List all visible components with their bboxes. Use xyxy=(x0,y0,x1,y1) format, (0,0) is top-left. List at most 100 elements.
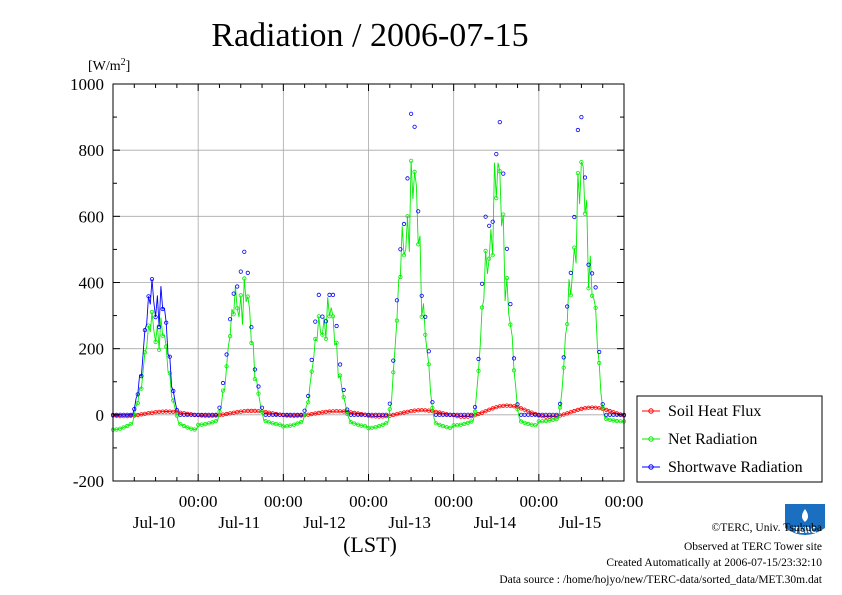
legend-marker xyxy=(648,408,654,414)
series-point xyxy=(394,298,399,303)
series-point xyxy=(252,376,257,382)
series-point xyxy=(341,394,346,400)
x-axis-label: (LST) xyxy=(343,532,397,557)
series-point xyxy=(501,212,506,217)
series-point xyxy=(469,413,474,419)
series-point xyxy=(476,356,481,362)
series-point xyxy=(423,314,428,319)
x-tick-date-label: Jul-12 xyxy=(303,513,346,532)
series-point xyxy=(220,388,226,393)
series-point xyxy=(345,411,350,416)
legend-label: Net Radiation xyxy=(668,431,757,448)
series-point xyxy=(572,408,577,414)
y-tick-label: -200 xyxy=(73,472,104,491)
series-point xyxy=(327,292,332,297)
series-point xyxy=(600,402,605,407)
series-point xyxy=(479,281,485,286)
series-point xyxy=(256,384,261,389)
series-point xyxy=(440,411,446,416)
series-point xyxy=(252,367,257,372)
series-point xyxy=(135,392,140,397)
series-point xyxy=(465,420,470,425)
series-point xyxy=(181,423,187,429)
series-point xyxy=(337,362,343,367)
series-point xyxy=(387,407,392,412)
series-point xyxy=(433,421,438,426)
series-point xyxy=(128,412,133,417)
y-tick-label: 200 xyxy=(79,340,105,359)
series-point xyxy=(341,387,346,393)
series-line xyxy=(113,160,624,431)
series-point xyxy=(302,408,307,413)
series-point xyxy=(298,419,304,425)
series-point xyxy=(330,292,336,297)
series-point xyxy=(238,293,243,298)
series-point xyxy=(408,158,414,163)
series-point xyxy=(497,169,502,174)
series-point xyxy=(306,393,311,399)
series-point xyxy=(575,127,581,133)
series-point xyxy=(437,422,442,427)
y-tick-label: 800 xyxy=(79,141,105,160)
series-point xyxy=(164,320,169,325)
series-point xyxy=(504,246,509,251)
series-point xyxy=(597,360,602,366)
series-point xyxy=(288,423,293,428)
series-point xyxy=(405,214,410,219)
series-point xyxy=(469,419,474,424)
series-point xyxy=(295,421,300,426)
series-point xyxy=(362,424,368,429)
created-text: Created Automatically at 2006-07-15/23:3… xyxy=(606,557,822,569)
series-point xyxy=(490,406,495,411)
series-point xyxy=(476,368,481,373)
series-point xyxy=(320,314,325,319)
series-point xyxy=(206,421,211,426)
series-point xyxy=(313,319,318,324)
series-point xyxy=(522,420,527,425)
legend-label: Shortwave Radiation xyxy=(668,459,803,476)
series-point xyxy=(412,124,417,129)
series-point xyxy=(412,169,417,174)
series-point xyxy=(384,421,389,426)
series-point xyxy=(228,317,233,322)
series-point xyxy=(334,323,339,329)
series-point xyxy=(515,402,520,407)
series-point xyxy=(490,253,495,258)
series-point xyxy=(213,412,218,417)
series-point xyxy=(586,262,591,267)
series-point xyxy=(373,425,378,430)
series-point xyxy=(568,270,573,275)
series-point xyxy=(245,294,250,299)
series-point xyxy=(529,410,534,415)
y-tick-label: 0 xyxy=(96,406,105,425)
series-point xyxy=(426,362,431,367)
series-point xyxy=(384,412,389,417)
series-point xyxy=(157,347,162,352)
series-point xyxy=(479,410,485,415)
series-point xyxy=(391,370,396,375)
series-point xyxy=(259,409,265,414)
series-point xyxy=(504,275,509,281)
series-point xyxy=(213,418,218,424)
series-point xyxy=(316,292,321,297)
series-point xyxy=(345,407,350,412)
series-point xyxy=(494,152,499,157)
series-point xyxy=(139,373,144,379)
legend: Soil Heat Flux Net Radiation Shortwave Rad… xyxy=(636,395,823,483)
series-point xyxy=(387,401,392,406)
series-point xyxy=(582,175,588,180)
series-point xyxy=(259,405,265,410)
series-line xyxy=(113,279,178,416)
series-point xyxy=(511,356,517,361)
series-point xyxy=(266,420,272,425)
water-drop-icon xyxy=(802,509,808,522)
series-point xyxy=(306,400,311,405)
x-tick-time-label: 00:00 xyxy=(519,492,558,511)
series-point xyxy=(554,416,559,422)
series-point xyxy=(487,407,492,412)
series-point xyxy=(597,349,602,355)
series-point xyxy=(249,325,254,330)
series-point xyxy=(348,419,353,425)
series-point xyxy=(522,407,527,412)
